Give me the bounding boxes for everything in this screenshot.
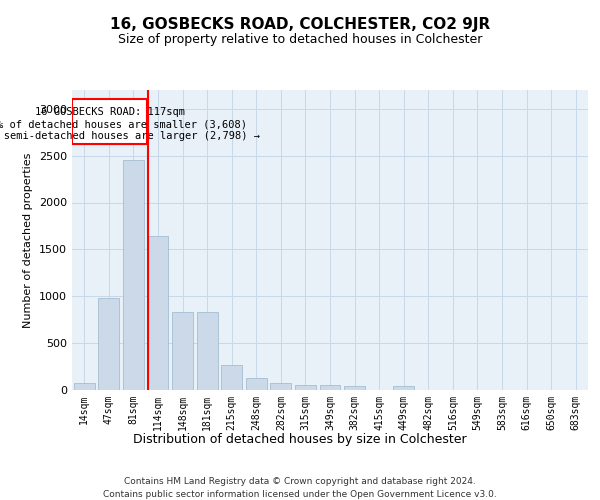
Bar — [295, 385, 316, 390]
Y-axis label: Number of detached properties: Number of detached properties — [23, 152, 34, 328]
Text: Contains public sector information licensed under the Open Government Licence v3: Contains public sector information licen… — [103, 490, 497, 499]
Text: 43% of semi-detached houses are larger (2,798) →: 43% of semi-detached houses are larger (… — [0, 131, 260, 141]
Bar — [344, 386, 365, 390]
Text: Distribution of detached houses by size in Colchester: Distribution of detached houses by size … — [133, 432, 467, 446]
Text: Contains HM Land Registry data © Crown copyright and database right 2024.: Contains HM Land Registry data © Crown c… — [124, 478, 476, 486]
Bar — [98, 298, 119, 390]
Bar — [221, 365, 242, 390]
Text: 16, GOSBECKS ROAD, COLCHESTER, CO2 9JR: 16, GOSBECKS ROAD, COLCHESTER, CO2 9JR — [110, 18, 490, 32]
Bar — [246, 378, 267, 390]
Bar — [393, 386, 414, 390]
Bar — [197, 312, 218, 390]
Bar — [172, 312, 193, 390]
Bar — [74, 384, 95, 390]
Bar — [148, 236, 169, 390]
Text: 16 GOSBECKS ROAD: 117sqm: 16 GOSBECKS ROAD: 117sqm — [35, 107, 185, 117]
Bar — [320, 385, 340, 390]
Bar — [72, 100, 147, 144]
Text: ← 56% of detached houses are smaller (3,608): ← 56% of detached houses are smaller (3,… — [0, 119, 247, 129]
Text: Size of property relative to detached houses in Colchester: Size of property relative to detached ho… — [118, 32, 482, 46]
Bar — [271, 384, 292, 390]
Bar — [123, 160, 144, 390]
